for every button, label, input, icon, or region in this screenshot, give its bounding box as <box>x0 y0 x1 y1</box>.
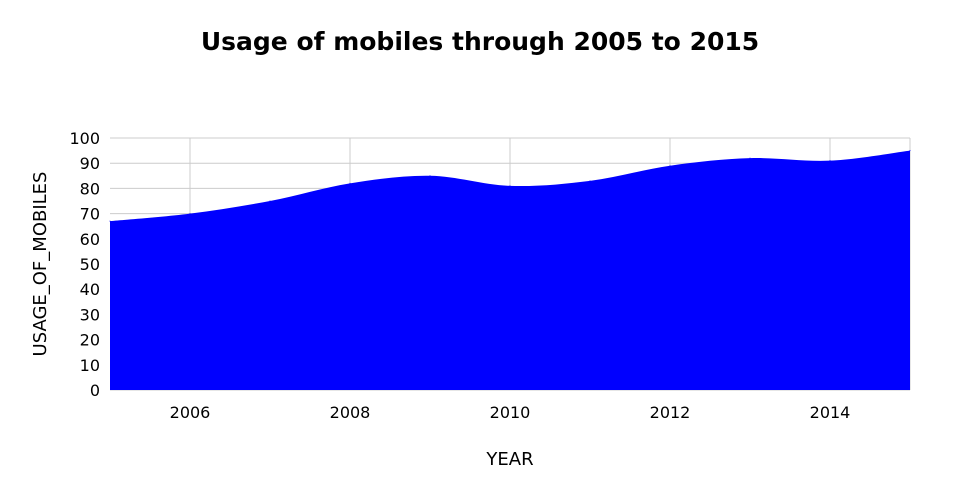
plot-area <box>109 150 911 390</box>
area-series-0 <box>110 150 910 390</box>
x-tick-label: 2012 <box>650 403 691 422</box>
data-point <box>669 165 671 167</box>
chart-title: Usage of mobiles through 2005 to 2015 <box>201 27 759 56</box>
y-axis-label: USAGE_OF_MOBILES <box>30 172 51 357</box>
data-point <box>829 160 831 162</box>
data-point <box>349 182 351 184</box>
data-point <box>749 157 751 159</box>
y-tick-label: 20 <box>80 331 100 350</box>
y-tick-label: 30 <box>80 305 100 324</box>
data-point <box>109 220 111 222</box>
y-tick-label: 100 <box>69 129 100 148</box>
data-point <box>909 150 911 152</box>
y-tick-label: 90 <box>80 154 100 173</box>
x-tick-label: 2006 <box>170 403 211 422</box>
x-axis-label: YEAR <box>485 449 533 470</box>
x-tick-label: 2010 <box>490 403 531 422</box>
y-tick-label: 40 <box>80 280 100 299</box>
x-axis-ticks: 2006 2008 2010 2012 2014 <box>170 403 851 422</box>
y-tick-label: 60 <box>80 230 100 249</box>
y-tick-label: 70 <box>80 205 100 224</box>
data-point <box>189 213 191 215</box>
y-axis-ticks: 0 10 20 30 40 50 60 70 80 90 100 <box>69 129 100 400</box>
y-tick-label: 10 <box>80 356 100 375</box>
data-point <box>429 175 431 177</box>
x-tick-label: 2008 <box>330 403 371 422</box>
data-point <box>509 185 511 187</box>
x-tick-label: 2014 <box>810 403 851 422</box>
y-tick-label: 50 <box>80 255 100 274</box>
y-tick-label: 0 <box>90 381 100 400</box>
data-point <box>269 200 271 202</box>
data-point <box>589 180 591 182</box>
y-tick-label: 80 <box>80 179 100 198</box>
